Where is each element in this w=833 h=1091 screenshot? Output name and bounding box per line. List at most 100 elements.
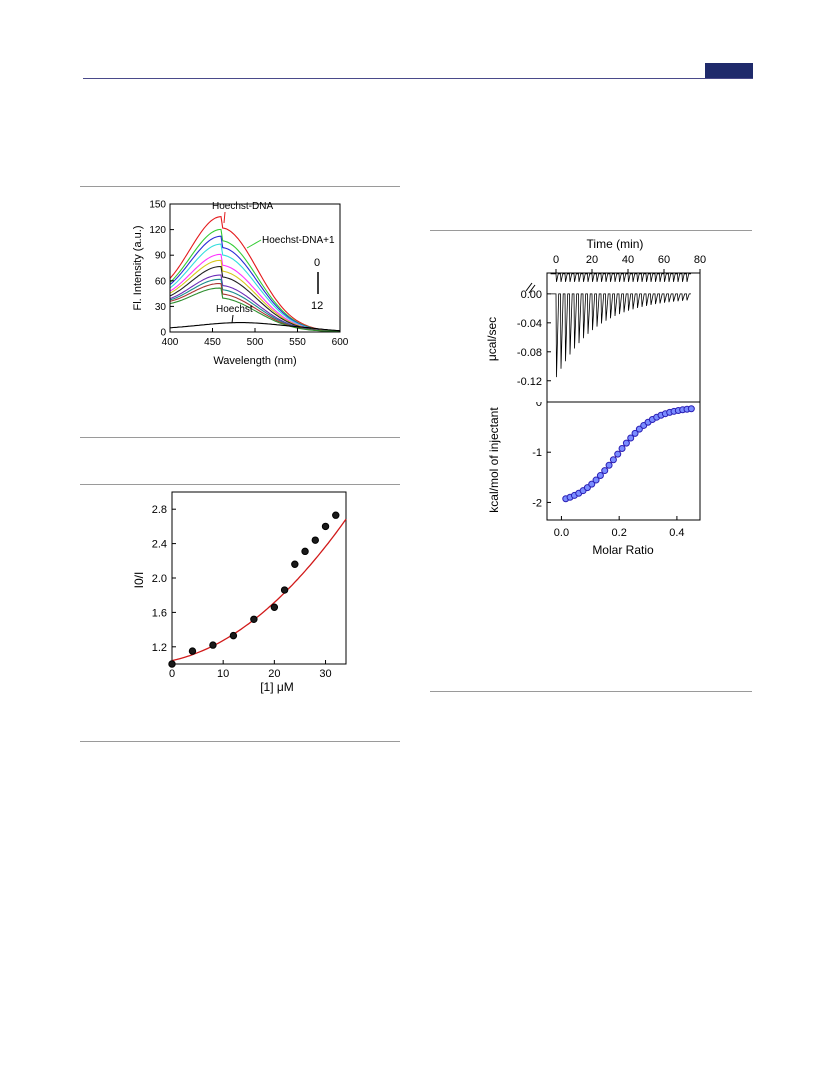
y-tick-label: 1.6 bbox=[152, 607, 167, 619]
figure-rule bbox=[80, 741, 400, 742]
x-tick-label: 20 bbox=[268, 668, 280, 678]
plot-frame bbox=[546, 402, 701, 521]
x-axis-label: [1] μM bbox=[260, 680, 294, 694]
baseline-trace bbox=[550, 273, 692, 282]
data-point bbox=[592, 476, 600, 484]
x-tick-label: 30 bbox=[319, 668, 331, 678]
y-tick-label: 90 bbox=[155, 251, 167, 262]
x-axis-label: Molar Ratio bbox=[592, 543, 654, 557]
x-tick-label: 0 bbox=[553, 254, 559, 266]
data-point bbox=[614, 450, 622, 458]
x-tick-label: 550 bbox=[289, 337, 306, 348]
x-tick-label: 20 bbox=[586, 254, 598, 266]
figure-rule bbox=[430, 691, 752, 692]
y-tick-label: 150 bbox=[149, 200, 166, 211]
y-tick-label: -1 bbox=[532, 447, 542, 459]
y-tick-label: 2.8 bbox=[152, 504, 167, 516]
annotation-pointer bbox=[223, 211, 226, 224]
data-point bbox=[622, 439, 630, 447]
x-tick-label: 600 bbox=[332, 337, 349, 348]
y-tick-label: -0.12 bbox=[517, 376, 542, 388]
y-tick-label: 0 bbox=[536, 402, 542, 409]
spectra-curves bbox=[169, 215, 341, 332]
y-tick-label: 60 bbox=[155, 276, 167, 287]
data-point bbox=[280, 586, 289, 594]
fit-line bbox=[565, 408, 692, 500]
x-axis-label: Time (min) bbox=[587, 237, 644, 251]
x-tick-label: 450 bbox=[204, 337, 221, 348]
spectrum-line-10 bbox=[169, 287, 340, 332]
heat-trace bbox=[550, 293, 692, 378]
y-axis-label: μcal/sec bbox=[485, 317, 499, 361]
y-tick-label: 30 bbox=[155, 302, 167, 313]
data-point bbox=[618, 445, 626, 453]
y-tick-label: -0.04 bbox=[517, 318, 542, 330]
y-axis-label: Fl. Intensity (a.u.) bbox=[132, 226, 144, 311]
axis-ticks: 0.0 0.2 0.4 0 -1 -2 bbox=[532, 402, 685, 539]
y-axis-label: kcal/mol of injectant bbox=[487, 407, 501, 513]
figure-rule bbox=[80, 186, 400, 187]
data-point bbox=[627, 434, 635, 442]
data-point bbox=[209, 641, 217, 649]
data-point bbox=[601, 467, 609, 475]
itc-raw-chart: Time (min) 0 20 40 60 800.00-0.04-0.08-0.12 … bbox=[485, 237, 706, 403]
itc-isotherm-chart: 0.0 0.2 0.4 0 -1 -2 Molar Ratio kcal/mol of i… bbox=[487, 402, 701, 557]
data-point bbox=[311, 536, 319, 544]
data-point bbox=[291, 560, 299, 568]
data-points bbox=[168, 511, 340, 668]
data-point bbox=[168, 660, 176, 668]
header-rule bbox=[83, 78, 753, 79]
range-start-label: 0 bbox=[314, 257, 320, 269]
data-point bbox=[188, 647, 197, 655]
figure-rule bbox=[430, 230, 752, 231]
x-tick-label: 500 bbox=[247, 337, 264, 348]
y-tick-label: 2.0 bbox=[152, 573, 167, 585]
data-point bbox=[609, 456, 617, 464]
axis-break bbox=[528, 284, 536, 294]
x-axis-label: Wavelength (nm) bbox=[213, 355, 296, 367]
data-point bbox=[229, 631, 238, 640]
y-tick-label: 2.4 bbox=[152, 539, 167, 551]
data-points bbox=[562, 405, 695, 503]
data-point bbox=[332, 511, 340, 519]
data-point bbox=[588, 480, 596, 488]
y-tick-label: 1.2 bbox=[152, 642, 167, 654]
x-tick-label: 0.0 bbox=[554, 527, 569, 539]
hoechst-spectrum-line bbox=[169, 322, 341, 332]
x-tick-label: 0.2 bbox=[612, 527, 627, 539]
annotation-pointer bbox=[231, 314, 234, 324]
y-tick-label: -0.08 bbox=[517, 347, 542, 359]
fit-line bbox=[171, 518, 347, 662]
data-point bbox=[605, 461, 613, 469]
data-point bbox=[635, 425, 643, 433]
axis-ticks: 0 10 20 30 1.2 1.6 2.0 2.4 2.8 bbox=[152, 504, 332, 678]
x-tick-label: 400 bbox=[162, 337, 179, 348]
x-tick-label: 60 bbox=[658, 254, 670, 266]
stern-volmer-chart: 0 10 20 30 1.2 1.6 2.0 2.4 2.8 I0/I bbox=[132, 491, 347, 678]
data-point bbox=[301, 547, 309, 556]
x-tick-label: 0 bbox=[169, 668, 175, 678]
data-point bbox=[687, 405, 695, 413]
header-tab bbox=[705, 63, 753, 78]
figure-rule bbox=[80, 484, 400, 485]
y-tick-label: 0 bbox=[160, 328, 166, 339]
y-tick-label: 120 bbox=[149, 225, 166, 236]
y-tick-label: 0.00 bbox=[521, 289, 542, 301]
data-point bbox=[596, 472, 604, 480]
data-point bbox=[321, 522, 330, 531]
spectrum-line-5 bbox=[169, 259, 340, 332]
spectrum-line-6 bbox=[169, 266, 340, 332]
annotation-pointer bbox=[246, 239, 262, 249]
y-tick-label: -2 bbox=[532, 497, 542, 509]
axis-break bbox=[525, 282, 533, 292]
x-tick-label: 10 bbox=[217, 668, 229, 678]
x-tick-label: 0.4 bbox=[669, 527, 684, 539]
spectrum-line-0 bbox=[169, 215, 340, 332]
range-end-label: 12 bbox=[311, 300, 323, 312]
annotation-hoechst: Hoechst bbox=[216, 304, 253, 315]
plot-frame bbox=[171, 491, 347, 665]
annotation-hoechst-dna-1: Hoechst-DNA+1 bbox=[262, 235, 335, 246]
data-point bbox=[270, 603, 279, 611]
